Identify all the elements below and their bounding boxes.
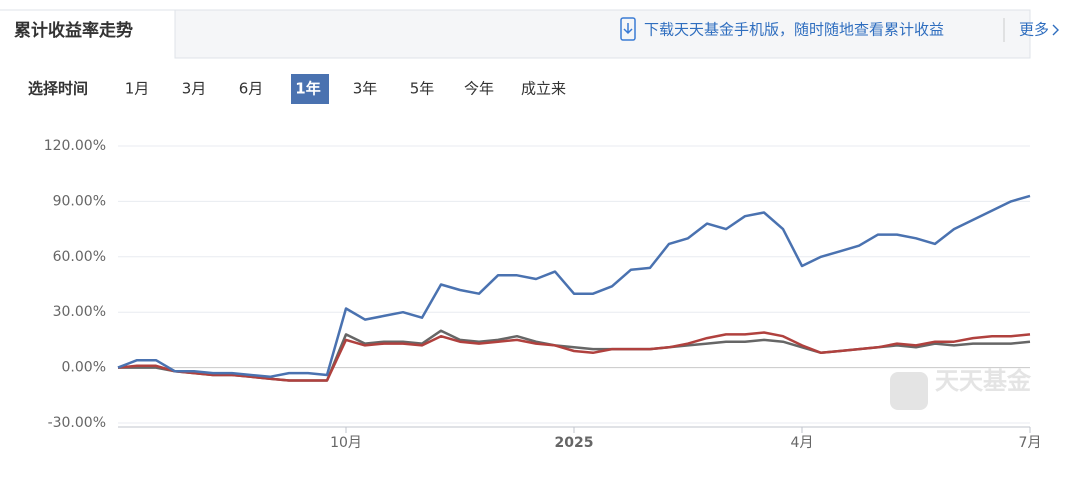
x-tick-label: 7月 — [1019, 435, 1042, 451]
filter-option[interactable]: 今年 — [464, 80, 494, 98]
y-tick-label: 30.00% — [53, 304, 106, 320]
more-link[interactable]: 更多 — [1019, 21, 1049, 39]
y-tick-label: -30.00% — [48, 415, 106, 431]
y-tick-label: 60.00% — [53, 249, 106, 265]
y-tick-label: 90.00% — [53, 193, 106, 209]
x-tick-label: 10月 — [330, 435, 362, 451]
filter-option[interactable]: 6月 — [239, 80, 264, 98]
filter-option[interactable]: 1年 — [295, 80, 320, 98]
filter-option[interactable]: 3月 — [182, 80, 207, 98]
series-line — [118, 329, 1031, 382]
x-tick-label: 4月 — [791, 435, 814, 451]
banner-link[interactable]: 下载天天基金手机版，随时随地查看累计收益 — [644, 21, 944, 39]
filter-option[interactable]: 3年 — [353, 80, 378, 98]
phone-icon — [620, 17, 636, 41]
filter-label: 选择时间 — [28, 80, 88, 98]
filter-option[interactable]: 成立来 — [521, 80, 566, 98]
more-chevron — [1052, 24, 1059, 36]
filter-option[interactable]: 1月 — [125, 80, 150, 98]
watermark: 天天基金 — [935, 367, 1032, 395]
banner-bg — [174, 9, 1031, 59]
filter-active-bg — [291, 74, 329, 104]
series-line — [117, 194, 1031, 379]
download-icon — [623, 23, 633, 35]
tab-title[interactable]: 累计收益率走势 — [14, 20, 133, 41]
x-tick-label: 2025 — [555, 435, 594, 451]
y-tick-label: 0.00% — [62, 360, 106, 376]
filter-option[interactable]: 5年 — [410, 80, 435, 98]
series-line — [117, 331, 1031, 382]
watermark-logo — [890, 372, 928, 410]
y-tick-label: 120.00% — [44, 138, 106, 154]
